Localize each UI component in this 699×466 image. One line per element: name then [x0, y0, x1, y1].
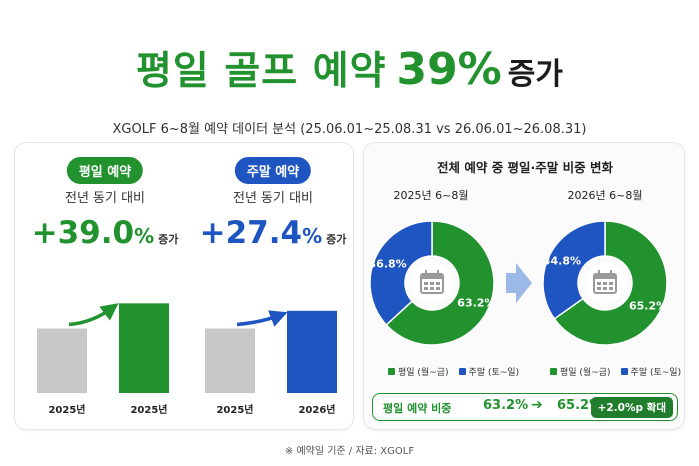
- donut-2025-label-weekend: 36.8%: [369, 257, 407, 270]
- footnote: ※ 예약일 기준 / 자료: XGOLF: [284, 446, 415, 457]
- weekend-bar-label-1: 2025년: [216, 405, 254, 416]
- donut-2026-label-weekend: 34.8%: [543, 255, 581, 268]
- legend-item-weekend: 주말 (토~일): [458, 365, 520, 378]
- weekend-bar-2: [287, 310, 337, 393]
- share-summary: 평일 예약 비중 63.2% ➔ 65.2% +2.0%p 확대: [372, 393, 678, 421]
- legend-2026: 평일 (월~금) 주말 (토~일): [550, 365, 681, 378]
- legend-label-weekend: 주말 (토~일): [630, 368, 682, 378]
- donut-2025-slice-weekday: [385, 220, 495, 346]
- legend-item-weekday: 평일 (월~금): [388, 365, 449, 378]
- weekend-bar-chart: [205, 310, 337, 393]
- weekend-growth-arrow: [236, 310, 288, 327]
- legend-label-weekend: 주말 (토~일): [468, 368, 520, 378]
- headline-number: 39%: [396, 44, 502, 95]
- subtitle: XGOLF 6~8월 예약 데이터 분석 (25.06.01~25.08.31 …: [112, 122, 587, 137]
- weekend-yoy-label: 전년 동기 대비: [232, 191, 314, 206]
- share-panel-title: 전체 예약 중 평일·주말 비중 변화: [436, 160, 613, 175]
- summary-label: 평일 예약 비중: [383, 402, 452, 415]
- legend-item-weekend: 주말 (토~일): [620, 365, 682, 378]
- weekday-yoy-label: 전년 동기 대비: [64, 191, 146, 206]
- summary-change-badge: +2.0%p 확대: [590, 397, 673, 418]
- weekday-growth: +39.0% 증가: [25, 215, 185, 251]
- weekday-growth-word: 증가: [158, 233, 179, 246]
- weekday-growth-unit: %: [134, 224, 155, 248]
- headline-tail: 증가: [507, 57, 563, 92]
- weekend-bar-1: [205, 328, 255, 393]
- legend-item-weekday: 평일 (월~금): [550, 365, 611, 378]
- weekday-badge: 평일 예약: [66, 157, 144, 184]
- legend-swatch-weekday: [388, 368, 395, 375]
- weekday-bar-label-1: 2025년: [48, 405, 86, 416]
- year-label-2026: 2026년 6~8월: [567, 189, 643, 202]
- share-donut-charts: 63.2% 36.8% 65.2% 34.8%: [369, 220, 668, 346]
- share-panel: 전체 예약 중 평일·주말 비중 변화 2025년 6~8월 2026년 6~8…: [363, 142, 685, 430]
- headline-main: 평일 골프 예약: [136, 49, 387, 94]
- summary-arrow-icon: ➔: [531, 397, 543, 413]
- legend-swatch-weekend: [620, 368, 628, 375]
- weekday-bar-label-2: 2025년: [130, 405, 168, 416]
- weekday-bar-chart: [37, 303, 169, 393]
- year-label-2025: 2025년 6~8월: [393, 189, 469, 202]
- legend-label-weekday: 평일 (월~금): [560, 368, 611, 378]
- donut-2026-slice-weekend: [542, 220, 606, 320]
- donut-2026-label-weekday: 65.2%: [629, 299, 667, 312]
- calendar-icon: [412, 263, 452, 303]
- weekday-bar-2: [119, 303, 169, 393]
- legend-label-weekday: 평일 (월~금): [398, 368, 449, 378]
- weekend-column: 주말 예약 전년 동기 대비 +27.4% 증가 2025년 2026년: [193, 143, 353, 431]
- weekday-column: 평일 예약 전년 동기 대비 +39.0% 증가 2025년 2025년: [25, 143, 185, 431]
- weekend-growth-word: 증가: [326, 233, 347, 246]
- headline: 평일 골프 예약 39% 증가: [0, 40, 699, 96]
- transition-arrow-icon: [506, 263, 532, 303]
- yoy-panel: 평일 예약 전년 동기 대비 +39.0% 증가 2025년 2025년 주말 예…: [14, 142, 354, 430]
- legend-swatch-weekend: [458, 368, 466, 375]
- donut-2025-slice-weekend: [369, 220, 433, 326]
- weekend-badge: 주말 예약: [234, 157, 312, 184]
- calendar-icon: [585, 263, 625, 303]
- weekday-bar-1: [37, 328, 87, 393]
- donut-2025-label-weekday: 63.2%: [457, 297, 495, 310]
- legend-2025: 평일 (월~금) 주말 (토~일): [388, 365, 519, 378]
- weekend-growth-unit: %: [302, 224, 323, 248]
- weekday-growth-number: +39.0: [31, 215, 135, 251]
- weekend-growth: +27.4% 증가: [193, 215, 353, 251]
- weekday-growth-arrow: [68, 303, 119, 327]
- weekend-bar-label-2: 2026년: [298, 405, 336, 416]
- legend-swatch-weekday: [550, 368, 557, 375]
- donut-2026-slice-weekday: [553, 220, 668, 346]
- summary-from: 63.2%: [483, 398, 529, 413]
- weekend-growth-number: +27.4: [199, 215, 303, 251]
